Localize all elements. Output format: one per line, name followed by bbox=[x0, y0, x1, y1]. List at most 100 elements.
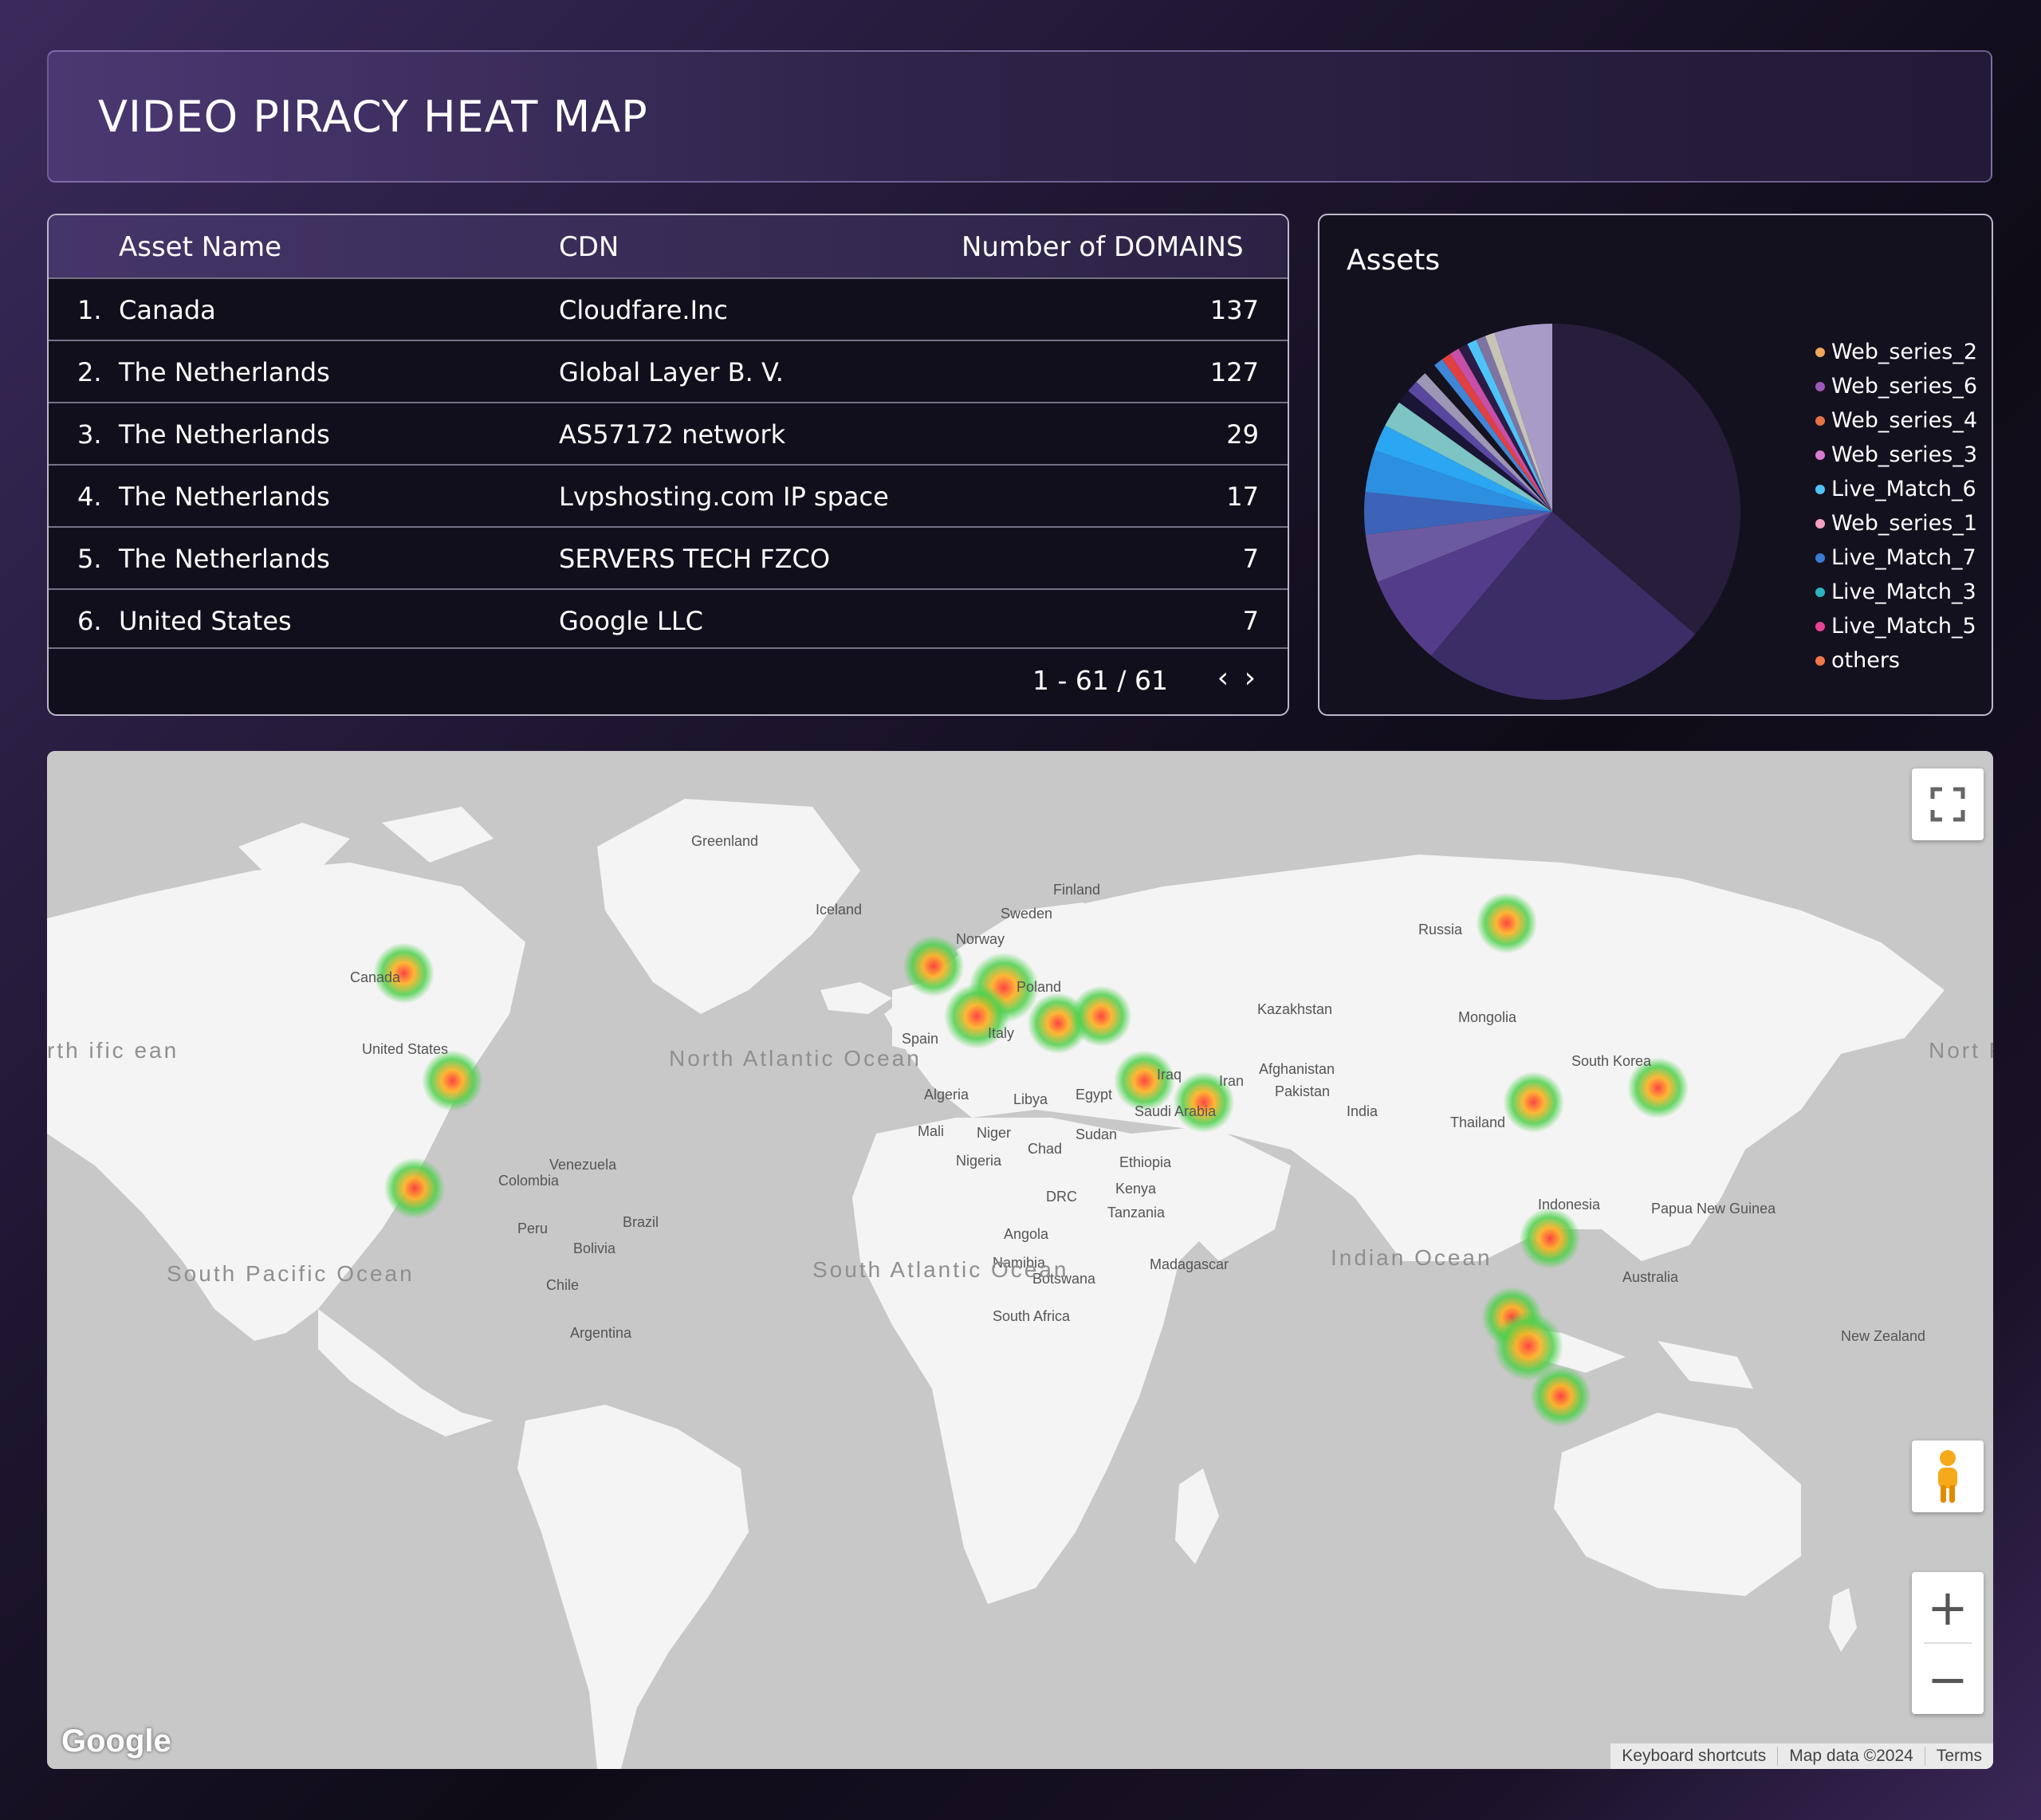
label-india: India bbox=[1347, 1103, 1378, 1119]
pie-slice-1[interactable] bbox=[1430, 512, 1696, 700]
legend-item[interactable]: Web_series_2 bbox=[1815, 335, 1977, 369]
pie-slice-3[interactable] bbox=[1365, 512, 1552, 583]
chevron-left-icon[interactable]: ‹ bbox=[1217, 662, 1229, 694]
pie-slice-11[interactable] bbox=[1425, 365, 1552, 512]
fullscreen-button[interactable] bbox=[1912, 768, 1984, 840]
col-asset-name[interactable]: Asset Name bbox=[119, 231, 282, 263]
col-cdn[interactable]: CDN bbox=[559, 231, 619, 263]
label-iran: Iran bbox=[1219, 1073, 1244, 1089]
legend-label: Web_series_1 bbox=[1831, 511, 1978, 536]
legend-dot bbox=[1815, 347, 1825, 357]
legend-label: Live_Match_7 bbox=[1831, 545, 1976, 570]
label-ethiopia: Ethiopia bbox=[1119, 1154, 1172, 1170]
legend-item[interactable]: Live_Match_6 bbox=[1815, 472, 1977, 506]
zoom-in-button[interactable]: + bbox=[1927, 1578, 1968, 1637]
pie-slice-16[interactable] bbox=[1467, 340, 1552, 512]
row-cdn: Google LLC bbox=[559, 606, 704, 636]
pager-range: 1 - 61 / 61 bbox=[1032, 665, 1168, 696]
table-row[interactable]: 5. The Netherlands SERVERS TECH FZCO 7 bbox=[49, 526, 1288, 588]
label-egypt: Egypt bbox=[1076, 1087, 1112, 1103]
legend-item[interactable]: others bbox=[1815, 643, 1977, 678]
assets-chart-card: Assets Web_series_2 Web_series_6 Web_serie… bbox=[1318, 214, 1993, 716]
zoom-out-button[interactable]: − bbox=[1927, 1649, 1968, 1708]
label-angola: Angola bbox=[1004, 1226, 1049, 1242]
label-south-atlantic: South Atlantic Ocean bbox=[812, 1257, 1069, 1282]
table-row[interactable]: 1. Canada Cloudfare.Inc 137 bbox=[49, 277, 1288, 340]
legend-item[interactable]: Web_series_1 bbox=[1815, 506, 1977, 540]
chevron-right-icon[interactable]: › bbox=[1244, 662, 1256, 694]
pie-slice-8[interactable] bbox=[1398, 391, 1552, 512]
heat-spot-1 bbox=[422, 1050, 483, 1112]
pie-slice-7[interactable] bbox=[1385, 402, 1552, 512]
pie-slice-12[interactable] bbox=[1434, 359, 1552, 512]
pie-slice-10[interactable] bbox=[1416, 373, 1552, 512]
heat-spot-16 bbox=[1530, 1366, 1591, 1427]
label-australia: Australia bbox=[1622, 1269, 1679, 1285]
label-drc: DRC bbox=[1046, 1189, 1077, 1205]
row-asset-name: The Netherlands bbox=[119, 544, 330, 574]
terms-link[interactable]: Terms bbox=[1924, 1747, 1993, 1766]
table-row[interactable]: 2. The Netherlands Global Layer B. V. 127 bbox=[49, 340, 1288, 402]
label-tanzania: Tanzania bbox=[1107, 1205, 1166, 1221]
pie-slice-6[interactable] bbox=[1374, 425, 1552, 512]
table-row[interactable]: 4. The Netherlands Lvpshosting.com IP spac… bbox=[49, 464, 1288, 526]
label-mali: Mali bbox=[918, 1123, 944, 1139]
pie-slice-5[interactable] bbox=[1365, 450, 1552, 512]
page-header: VIDEO PIRACY HEAT MAP bbox=[47, 50, 1992, 183]
table-row[interactable]: 6. United States Google LLC 7 bbox=[49, 588, 1288, 651]
label-namibia: Namibia bbox=[993, 1255, 1046, 1271]
chart-title: Assets bbox=[1347, 244, 1441, 277]
label-chile: Chile bbox=[546, 1277, 579, 1293]
street-view-button[interactable] bbox=[1912, 1441, 1984, 1512]
heat-spot-8 bbox=[1114, 1050, 1175, 1112]
legend-item[interactable]: Web_series_6 bbox=[1815, 369, 1977, 403]
legend-item[interactable]: Live_Match_7 bbox=[1815, 540, 1977, 575]
map-canvas[interactable]: Greenland Iceland Finland Sweden Norway … bbox=[47, 751, 1993, 1769]
row-domains: 7 bbox=[1242, 544, 1259, 574]
label-papua-new-guinea: Papua New Guinea bbox=[1651, 1201, 1776, 1217]
pie-slice-17[interactable] bbox=[1476, 336, 1552, 512]
label-indian-ocean: Indian Ocean bbox=[1331, 1245, 1492, 1270]
row-asset-name: The Netherlands bbox=[119, 482, 330, 512]
pie-slice-19[interactable] bbox=[1494, 324, 1552, 512]
label-pakistan: Pakistan bbox=[1275, 1083, 1330, 1099]
legend-dot bbox=[1815, 518, 1825, 529]
keyboard-shortcuts-link[interactable]: Keyboard shortcuts bbox=[1622, 1747, 1767, 1765]
legend-label: Web_series_6 bbox=[1831, 374, 1978, 399]
google-logo[interactable]: Google bbox=[61, 1724, 171, 1759]
label-south-pacific: South Pacific Ocean bbox=[167, 1261, 415, 1286]
pegman-icon bbox=[1938, 1450, 1957, 1503]
table-row[interactable]: 3. The Netherlands AS57172 network 29 bbox=[49, 402, 1288, 464]
row-index: 4. bbox=[77, 482, 102, 512]
label-north-pacific-left: rth ific ean bbox=[47, 1038, 179, 1063]
label-madagascar: Madagascar bbox=[1150, 1256, 1229, 1272]
fullscreen-icon bbox=[1930, 787, 1965, 822]
legend-label: Web_series_2 bbox=[1831, 340, 1978, 364]
legend-item[interactable]: Live_Match_5 bbox=[1815, 609, 1977, 643]
row-domains: 7 bbox=[1242, 606, 1259, 636]
pie-slice-15[interactable] bbox=[1458, 344, 1552, 512]
world-heat-map[interactable]: Greenland Iceland Finland Sweden Norway … bbox=[47, 751, 1993, 1769]
legend-item[interactable]: Live_Match_3 bbox=[1815, 575, 1977, 609]
pie-slice-4[interactable] bbox=[1364, 492, 1552, 535]
pie-slice-0[interactable] bbox=[1552, 324, 1740, 635]
legend-item[interactable]: Web_series_4 bbox=[1815, 403, 1977, 438]
label-nigeria: Nigeria bbox=[956, 1153, 1002, 1169]
heat-spot-12 bbox=[1627, 1057, 1689, 1119]
row-index: 3. bbox=[77, 419, 102, 450]
pie-slice-13[interactable] bbox=[1441, 353, 1552, 512]
label-venezuela: Venezuela bbox=[549, 1157, 617, 1173]
legend-item[interactable]: Web_series_3 bbox=[1815, 438, 1977, 472]
label-peru: Peru bbox=[517, 1221, 548, 1236]
col-domains[interactable]: Number of DOMAINS bbox=[962, 231, 1244, 263]
label-north-pacific-right: Nort Pacif Oce bbox=[1929, 1038, 1993, 1063]
pie-slice-2[interactable] bbox=[1378, 512, 1552, 656]
page-title: VIDEO PIRACY HEAT MAP bbox=[98, 92, 648, 142]
pie-slice-9[interactable] bbox=[1408, 381, 1552, 512]
row-domains: 17 bbox=[1226, 482, 1259, 512]
label-libya: Libya bbox=[1013, 1091, 1048, 1107]
heat-spot-3 bbox=[903, 935, 965, 997]
pie-slice-14[interactable] bbox=[1450, 348, 1552, 512]
pie-slice-18[interactable] bbox=[1485, 332, 1552, 512]
row-asset-name: The Netherlands bbox=[119, 419, 330, 450]
